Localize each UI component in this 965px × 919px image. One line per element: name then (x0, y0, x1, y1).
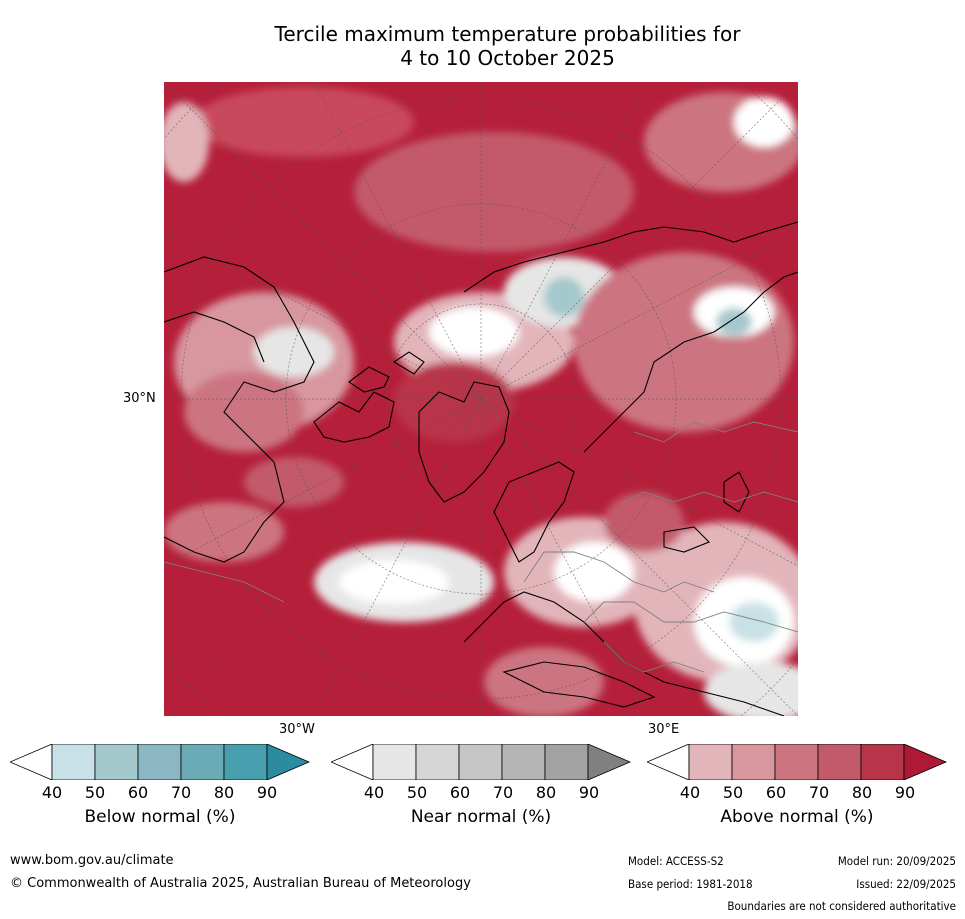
below-swatch-60-70 (137, 744, 182, 780)
near-swatch-80-90 (544, 744, 589, 780)
below-swatch-50-60 (94, 744, 139, 780)
lon-label-30w: 30°W (279, 722, 315, 737)
below-tick-50: 50 (84, 783, 106, 802)
near-extend-high (587, 744, 631, 780)
above-swatch-80-90 (860, 744, 905, 780)
probability-map (164, 82, 798, 716)
above-swatch-50-60 (731, 744, 776, 780)
below-tick-40: 40 (41, 783, 63, 802)
below-swatch-40-50 (51, 744, 96, 780)
colorbar-below-swatches (10, 744, 310, 780)
near-swatch-70-80 (501, 744, 546, 780)
colorbar-near-normal (331, 744, 631, 780)
footer-copyright: © Commonwealth of Australia 2025, Austra… (10, 876, 471, 891)
near-swatch-40-50 (372, 744, 417, 780)
lon-label-30e: 30°E (648, 722, 680, 737)
above-tick-80: 80 (851, 783, 873, 802)
above-normal-label: Above normal (%) (720, 807, 874, 827)
lat-label-30n: 30°N (123, 391, 156, 406)
above-extend-low (647, 744, 690, 780)
title-line-2: 4 to 10 October 2025 (400, 46, 615, 70)
above-swatch-70-80 (817, 744, 862, 780)
below-tick-60: 60 (127, 783, 149, 802)
below-tick-80: 80 (213, 783, 235, 802)
near-tick-80: 80 (535, 783, 557, 802)
coastlines (164, 221, 798, 716)
near-extend-low (331, 744, 374, 780)
above-tick-90: 90 (894, 783, 916, 802)
above-extend-high (903, 744, 947, 780)
map-canvas (164, 82, 798, 716)
colorbar-above-swatches (647, 744, 947, 780)
colorbar-below-normal (10, 744, 310, 780)
above-tick-50: 50 (722, 783, 744, 802)
footer-issued: Issued: 22/09/2025 (856, 877, 956, 891)
colorbar-near-swatches (331, 744, 631, 780)
near-tick-70: 70 (492, 783, 514, 802)
above-swatch-40-50 (688, 744, 733, 780)
footer-base-period: Base period: 1981-2018 (628, 877, 753, 891)
near-tick-60: 60 (449, 783, 471, 802)
above-swatch-60-70 (774, 744, 819, 780)
below-extend-low (10, 744, 53, 780)
colorbar-above-normal (647, 744, 947, 780)
map-title: Tercile maximum temperature probabilitie… (160, 22, 855, 70)
below-tick-90: 90 (256, 783, 278, 802)
near-tick-90: 90 (578, 783, 600, 802)
below-extend-high (266, 744, 310, 780)
below-normal-label: Below normal (%) (84, 807, 236, 827)
near-swatch-60-70 (458, 744, 503, 780)
below-tick-70: 70 (170, 783, 192, 802)
title-line-1: Tercile maximum temperature probabilitie… (274, 22, 741, 46)
near-normal-label: Near normal (%) (410, 807, 552, 827)
below-swatch-70-80 (180, 744, 225, 780)
above-tick-70: 70 (808, 783, 830, 802)
country-borders (164, 421, 798, 673)
near-tick-40: 40 (363, 783, 385, 802)
graticule (164, 82, 798, 716)
probability-patches (164, 87, 798, 716)
footer-url: www.bom.gov.au/climate (10, 853, 174, 868)
footer-model-run: Model run: 20/09/2025 (837, 854, 956, 868)
near-tick-50: 50 (406, 783, 428, 802)
near-swatch-50-60 (415, 744, 460, 780)
below-swatch-80-90 (223, 744, 268, 780)
footer-model: Model: ACCESS-S2 (628, 854, 724, 868)
footer-disclaimer: Boundaries are not considered authoritat… (727, 899, 956, 913)
above-tick-60: 60 (765, 783, 787, 802)
above-tick-40: 40 (679, 783, 701, 802)
